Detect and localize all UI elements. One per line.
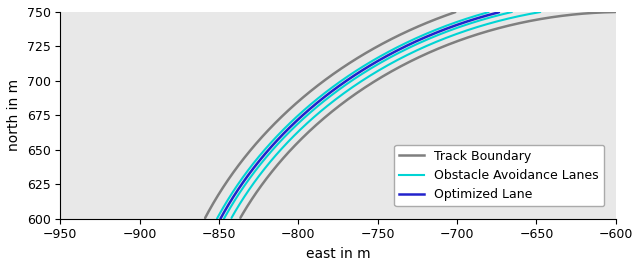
Y-axis label: north in m: north in m: [7, 79, 21, 151]
Legend: Track Boundary, Obstacle Avoidance Lanes, Optimized Lane: Track Boundary, Obstacle Avoidance Lanes…: [394, 145, 604, 206]
X-axis label: east in m: east in m: [306, 247, 371, 261]
